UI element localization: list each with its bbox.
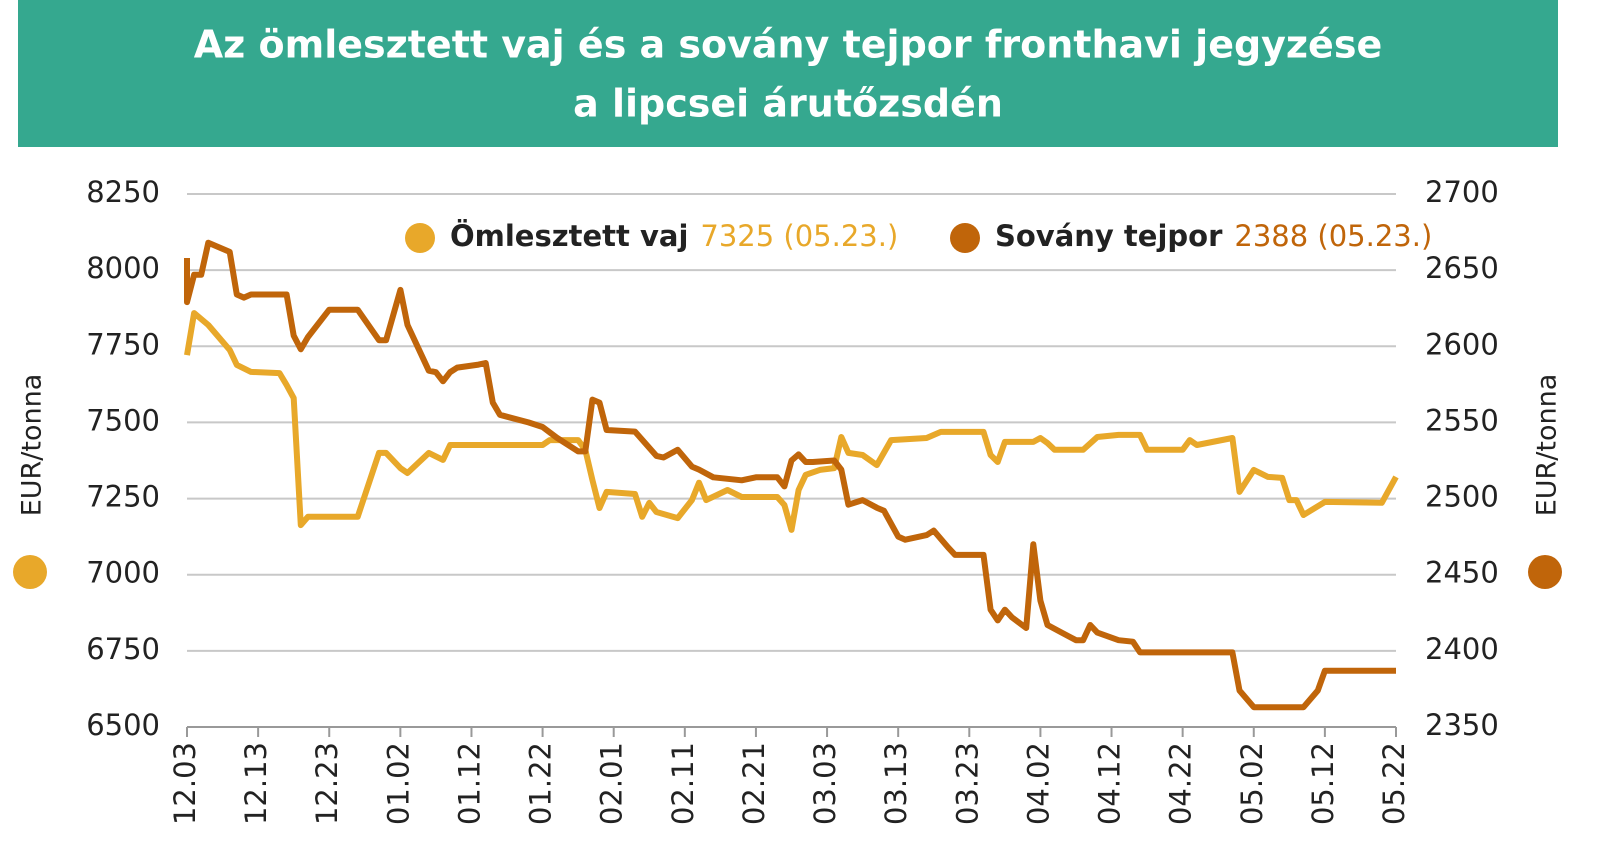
x-tick-label: 03.23	[950, 742, 984, 825]
x-tick-label: 03.03	[808, 742, 842, 825]
x-tick-label: 05.02	[1235, 742, 1269, 825]
series-line	[184, 239, 1396, 711]
y-tick-label: 7750	[86, 327, 160, 361]
legend-annotation: 2388 (05.23.)	[1234, 219, 1432, 253]
y2-tick-label: 2400	[1425, 632, 1499, 666]
y2-tick-label: 2350	[1425, 708, 1499, 742]
y-tick-label: 8250	[86, 175, 160, 209]
legend-annotation: 7325 (05.23.)	[700, 219, 898, 253]
x-tick-label: 12.23	[310, 742, 344, 825]
y2-tick-label: 2600	[1425, 327, 1499, 361]
x-tick-label: 01.22	[524, 742, 558, 825]
title-banner	[18, 0, 1558, 147]
x-tick-label: 12.03	[168, 742, 202, 825]
legend-label: Ömlesztett vaj	[450, 219, 688, 253]
x-tick-label: 05.22	[1377, 742, 1411, 825]
x-tick-label: 01.12	[452, 742, 486, 825]
y-tick-label: 7000	[86, 556, 160, 590]
y-axis-label: EUR/tonna	[17, 374, 48, 517]
series-line	[184, 310, 1399, 533]
legend-marker	[950, 223, 980, 253]
x-tick-label: 02.11	[666, 742, 700, 825]
x-tick-label: 01.02	[381, 742, 415, 825]
y2-tick-label: 2650	[1425, 251, 1499, 285]
x-tick-label: 04.12	[1093, 742, 1127, 825]
x-tick-label: 02.01	[595, 742, 629, 825]
y-tick-label: 7500	[86, 403, 160, 437]
x-tick-label: 02.21	[737, 742, 771, 825]
y2-tick-label: 2550	[1425, 403, 1499, 437]
x-tick-label: 04.22	[1164, 742, 1198, 825]
y-tick-label: 6750	[86, 632, 160, 666]
y-tick-label: 7250	[86, 480, 160, 514]
y2-axis-marker	[1528, 555, 1562, 589]
y-tick-label: 6500	[86, 708, 160, 742]
x-tick-label: 03.13	[879, 742, 913, 825]
x-tick-label: 04.02	[1021, 742, 1055, 825]
y2-tick-label: 2450	[1425, 556, 1499, 590]
legend-marker	[405, 223, 435, 253]
x-tick-label: 05.12	[1306, 742, 1340, 825]
x-tick-label: 12.13	[239, 742, 273, 825]
y-tick-label: 8000	[86, 251, 160, 285]
chart-title: a lipcsei árutőzsdén	[573, 82, 1003, 126]
y2-tick-label: 2700	[1425, 175, 1499, 209]
y2-tick-label: 2500	[1425, 480, 1499, 514]
chart-title: Az ömlesztett vaj és a sovány tejpor fro…	[194, 23, 1382, 67]
y2-axis-label: EUR/tonna	[1532, 374, 1563, 517]
legend-label: Sovány tejpor	[995, 219, 1223, 253]
y-axis-marker	[13, 555, 47, 589]
